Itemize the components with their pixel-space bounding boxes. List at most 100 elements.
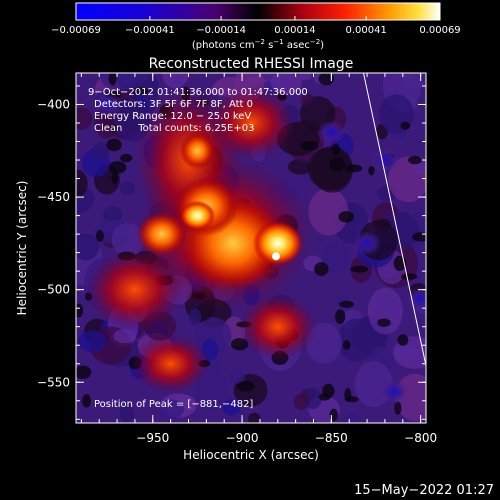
heatmap-image bbox=[76, 73, 426, 423]
texture-speckle bbox=[119, 181, 136, 195]
emission-blob bbox=[238, 293, 318, 361]
texture-speckle bbox=[270, 73, 303, 94]
texture-speckle bbox=[367, 287, 403, 335]
texture-gap bbox=[111, 172, 119, 185]
texture-gap bbox=[412, 232, 426, 242]
texture-gap bbox=[344, 387, 352, 402]
texture-speckle bbox=[76, 107, 93, 130]
colorbar-tick-label: −0.00041 bbox=[125, 25, 175, 36]
texture-speckle bbox=[222, 399, 241, 416]
texture-speckle bbox=[287, 159, 312, 175]
peak-position-label: Position of Peak = [−881,−482] bbox=[94, 399, 253, 410]
texture-gap bbox=[342, 340, 351, 350]
heatmap-emission bbox=[84, 85, 426, 404]
texture-gap bbox=[339, 300, 355, 308]
chart-title: Reconstructed RHESSI Image bbox=[149, 56, 354, 72]
negative-spot bbox=[94, 92, 123, 117]
texture-gap bbox=[300, 140, 319, 151]
texture-speckle bbox=[103, 205, 123, 224]
negative-spot bbox=[317, 120, 346, 145]
texture-speckle bbox=[248, 412, 261, 423]
x-tick-label: −950 bbox=[136, 431, 169, 445]
colorbar-ticks: −0.00069 −0.00041 −0.00014 0.00014 0.00041 0.… bbox=[51, 16, 461, 36]
texture-speckle bbox=[307, 147, 352, 191]
timestamp: 15−May−2022 01:27 bbox=[354, 483, 494, 498]
info-total-counts: Clean Total counts: 6.25E+03 bbox=[94, 123, 254, 134]
texture-gap bbox=[345, 164, 363, 173]
emission-blob bbox=[84, 248, 185, 331]
info-detectors: Detectors: 3F 5F 6F 7F 8F, Att 0 bbox=[94, 99, 253, 110]
texture-gap bbox=[318, 73, 335, 86]
texture-speckle bbox=[303, 387, 322, 410]
texture-speckle bbox=[162, 73, 189, 89]
texture-gap bbox=[329, 157, 346, 172]
texture-speckle bbox=[337, 318, 376, 362]
texture-gap bbox=[338, 211, 355, 223]
texture-speckle bbox=[293, 393, 309, 410]
x-tick-label: −900 bbox=[226, 431, 259, 445]
plot-frame bbox=[75, 72, 427, 424]
texture-gap bbox=[400, 121, 411, 130]
texture-speckle bbox=[343, 412, 360, 423]
texture-gap bbox=[82, 394, 92, 408]
texture-gap bbox=[350, 265, 369, 273]
emission-blob bbox=[252, 221, 303, 266]
info-time-range: 9−Oct−2012 01:41:36.000 to 01:47:36.000 bbox=[88, 87, 308, 98]
y-axis-label: Heliocentric Y (arcsec) bbox=[15, 181, 29, 316]
colorbar-unit-label: (photons cm−2 s−1 asec−2) bbox=[192, 38, 324, 51]
y-tick-label: −550 bbox=[37, 375, 70, 389]
texture-gap bbox=[109, 124, 118, 133]
texture-gap bbox=[401, 273, 418, 280]
texture-gap bbox=[318, 393, 331, 401]
colorbar-frame bbox=[75, 2, 441, 21]
texture-gap bbox=[314, 262, 329, 276]
texture-gap bbox=[335, 309, 346, 325]
x-tick-label: −800 bbox=[404, 431, 437, 445]
texture-speckle bbox=[321, 241, 351, 274]
info-energy-range: Energy Range: 12.0 − 25.0 keV bbox=[94, 111, 251, 122]
colorbar-tick-label: 0.00069 bbox=[419, 25, 460, 36]
texture-speckle bbox=[76, 233, 100, 261]
colorbar bbox=[76, 3, 440, 20]
texture-gap bbox=[408, 156, 422, 165]
texture-gap bbox=[332, 143, 340, 156]
texture-speckle bbox=[78, 330, 107, 353]
y-tick-label: −400 bbox=[37, 97, 70, 111]
colorbar-tick-label: −0.00069 bbox=[51, 25, 101, 36]
texture-speckle bbox=[92, 142, 110, 160]
texture-speckle bbox=[188, 308, 202, 326]
axis-ticks: −950 −900 −850 −800 −400 −450 −500 −550 bbox=[37, 73, 437, 445]
texture-gap bbox=[108, 73, 117, 86]
texture-gap bbox=[397, 334, 409, 346]
y-tick-label: −500 bbox=[37, 283, 70, 297]
texture-gap bbox=[108, 161, 127, 174]
colorbar-tick-label: 0.00041 bbox=[345, 25, 386, 36]
texture-gap bbox=[120, 153, 133, 163]
texture-gap bbox=[76, 365, 92, 380]
texture-gap bbox=[394, 401, 402, 415]
y-tick-label: −450 bbox=[37, 190, 70, 204]
emission-blob bbox=[179, 200, 216, 231]
texture-speckle bbox=[300, 92, 313, 106]
x-tick-label: −850 bbox=[315, 431, 348, 445]
texture-speckle bbox=[158, 399, 185, 419]
texture-gap bbox=[377, 318, 391, 327]
texture-speckle bbox=[76, 169, 88, 198]
texture-gap bbox=[368, 166, 375, 176]
texture-gap bbox=[76, 303, 84, 318]
colorbar-tick-label: 0.00014 bbox=[274, 25, 315, 36]
texture-gap bbox=[236, 380, 255, 392]
peak-core bbox=[272, 252, 280, 261]
texture-speckle bbox=[401, 73, 426, 89]
emission-blob bbox=[179, 132, 216, 170]
negative-spot bbox=[353, 231, 382, 256]
texture-speckle bbox=[113, 329, 137, 344]
emission-blob bbox=[206, 85, 296, 161]
negative-spot bbox=[406, 286, 426, 311]
emission-blob bbox=[136, 211, 187, 257]
emission-blob bbox=[131, 334, 210, 394]
texture-speckle bbox=[229, 368, 245, 384]
texture-gap bbox=[329, 408, 338, 422]
texture-speckle bbox=[298, 73, 312, 81]
